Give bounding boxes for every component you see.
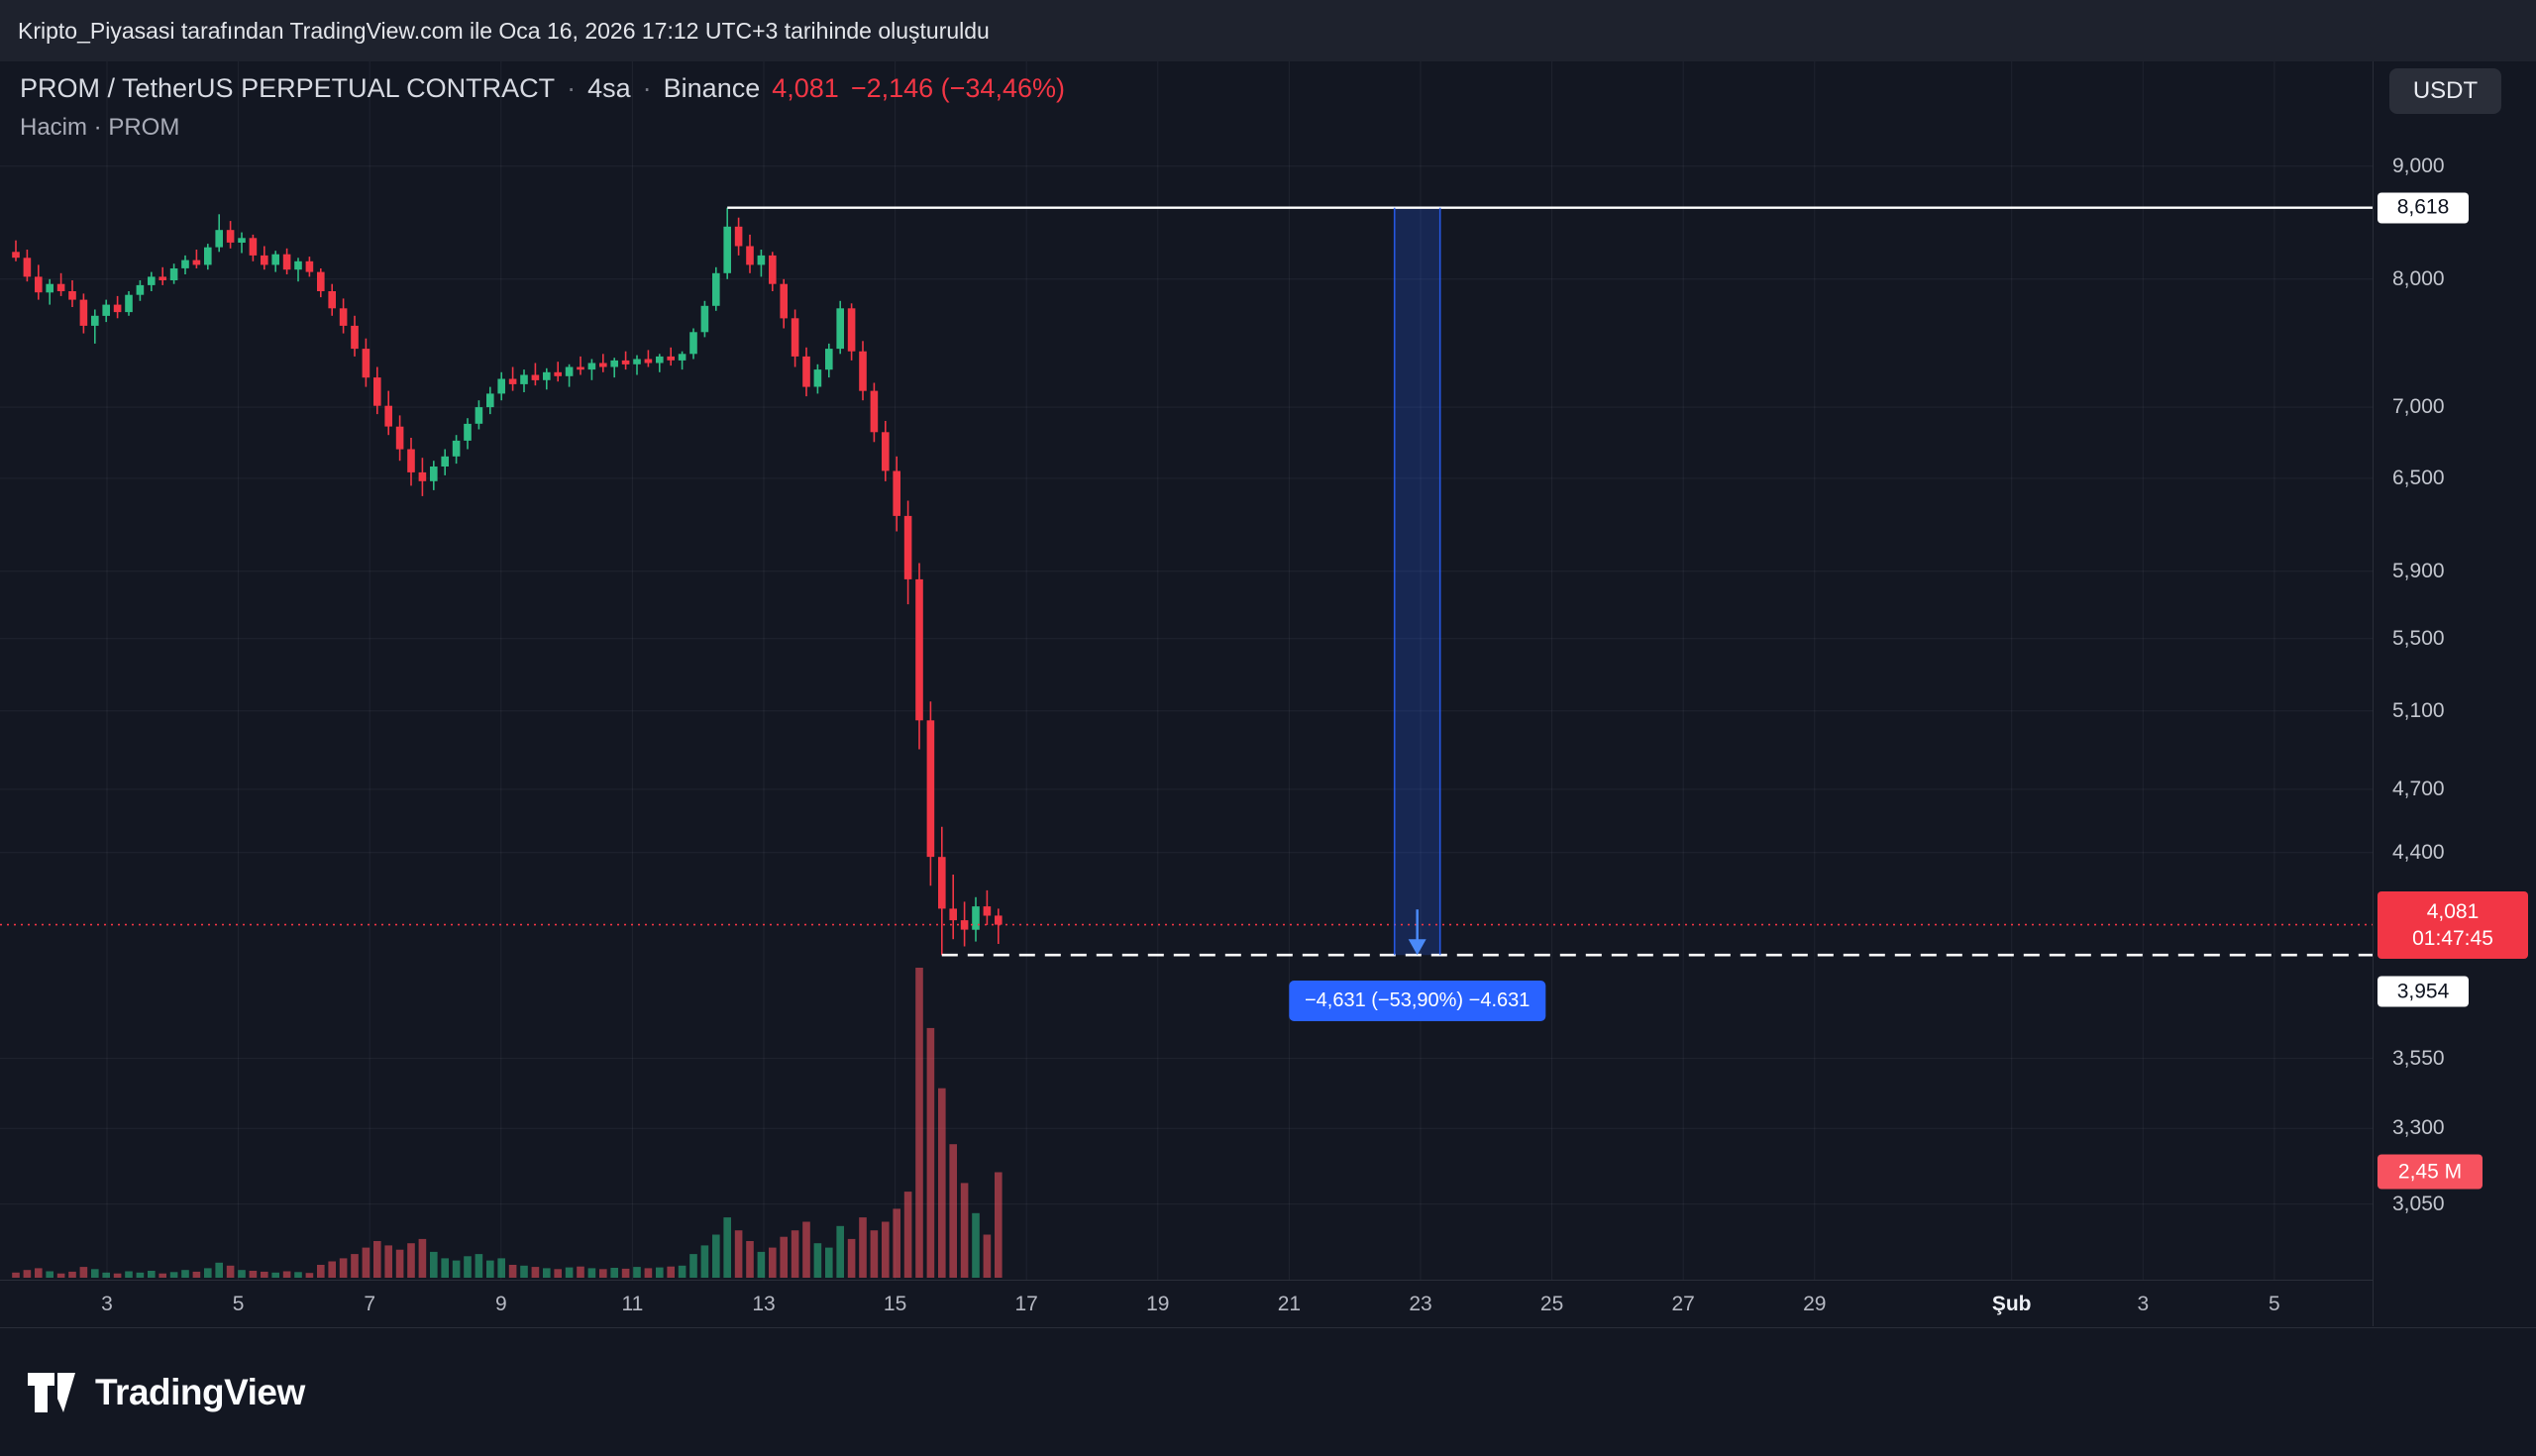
time-axis-label: 3 bbox=[101, 1292, 113, 1315]
measure-tool-text: −4,631 (−53,90%) −4.631 bbox=[1304, 989, 1531, 1012]
currency-toggle-button[interactable]: USDT bbox=[2389, 68, 2501, 114]
price-axis-label: 7,000 bbox=[2392, 395, 2445, 419]
volume-value-text: 2,45 M bbox=[2397, 1160, 2463, 1183]
low-price-text: 3,954 bbox=[2396, 980, 2450, 1003]
attribution-text: Kripto_Piyasasi tarafından TradingView.c… bbox=[18, 17, 990, 44]
interval-label[interactable]: 4sa bbox=[587, 73, 631, 103]
time-axis-label: 15 bbox=[883, 1292, 907, 1315]
time-axis-label: 5 bbox=[2269, 1292, 2280, 1315]
last-price-text: 4,081 bbox=[2426, 899, 2480, 923]
exchange-label[interactable]: Binance bbox=[663, 73, 761, 103]
symbol-title[interactable]: PROM / TetherUS PERPETUAL CONTRACT bbox=[20, 73, 556, 103]
time-axis-label: 17 bbox=[1014, 1292, 1038, 1315]
volume-legend[interactable]: Hacim · PROM bbox=[20, 114, 180, 141]
price-axis-label: 5,900 bbox=[2392, 559, 2445, 582]
tradingview-wordmark[interactable]: TradingView bbox=[95, 1371, 305, 1412]
measure-tool-label[interactable]: −4,631 (−53,90%) −4.631 bbox=[1288, 981, 1546, 1022]
last-price-value: 4,081 bbox=[772, 73, 839, 103]
volume-value-badge: 2,45 M bbox=[2378, 1154, 2483, 1190]
price-axis-label: 4,400 bbox=[2392, 840, 2445, 864]
high-price-badge: 8,618 bbox=[2378, 192, 2469, 224]
legend-separator: · bbox=[567, 73, 577, 103]
time-axis-label: 23 bbox=[1409, 1292, 1432, 1315]
time-axis-label: 21 bbox=[1277, 1292, 1302, 1315]
time-axis-label: 19 bbox=[1146, 1292, 1170, 1315]
low-price-badge: 3,954 bbox=[2378, 976, 2469, 1007]
time-axis-label: 13 bbox=[752, 1292, 776, 1315]
time-axis-label: Şub bbox=[1991, 1292, 2032, 1315]
attribution-bar: Kripto_Piyasasi tarafından TradingView.c… bbox=[0, 0, 2536, 61]
price-axis-label: 6,500 bbox=[2392, 466, 2445, 489]
time-axis-label: 29 bbox=[1803, 1292, 1827, 1315]
time-axis[interactable]: 3 5 7 9 11 13 15 17 19 21 23 25 27 29 Şub 3 5 bbox=[0, 1280, 2374, 1327]
time-axis-label: 9 bbox=[494, 1292, 507, 1315]
time-axis-label: 27 bbox=[1671, 1292, 1695, 1315]
price-axis-label: 3,050 bbox=[2392, 1192, 2445, 1215]
time-axis-label: 25 bbox=[1539, 1292, 1564, 1315]
time-axis-label: 3 bbox=[2137, 1292, 2150, 1315]
price-axis-label: 8,000 bbox=[2392, 266, 2445, 290]
chart-legend: PROM / TetherUS PERPETUAL CONTRACT · 4sa… bbox=[20, 73, 1065, 142]
footer: TradingView bbox=[0, 1328, 2536, 1456]
price-axis-label: 4,700 bbox=[2392, 777, 2445, 800]
price-axis-label: 3,550 bbox=[2392, 1046, 2445, 1070]
legend-row-volume: Hacim · PROM bbox=[20, 114, 1065, 142]
high-price-text: 8,618 bbox=[2396, 195, 2450, 219]
time-axis-label: 5 bbox=[232, 1292, 245, 1315]
time-axis-label: 11 bbox=[621, 1292, 644, 1315]
last-price-badge: 4,081 01:47:45 bbox=[2378, 890, 2528, 959]
price-axis-label: 3,300 bbox=[2392, 1116, 2445, 1140]
legend-separator: · bbox=[642, 73, 652, 103]
chart-plot[interactable] bbox=[0, 61, 2536, 1280]
price-axis[interactable]: 9,000 8,000 7,000 6,500 5,900 5,500 5,100 4,700… bbox=[2373, 61, 2536, 1326]
chart-area[interactable]: PROM / TetherUS PERPETUAL CONTRACT · 4sa… bbox=[0, 61, 2536, 1328]
price-axis-label: 5,100 bbox=[2392, 698, 2445, 722]
price-change-value: −2,146 (−34,46%) bbox=[850, 73, 1065, 103]
tradingview-logo-icon[interactable] bbox=[28, 1372, 79, 1412]
price-axis-label: 9,000 bbox=[2392, 154, 2445, 177]
legend-row-symbol: PROM / TetherUS PERPETUAL CONTRACT · 4sa… bbox=[20, 73, 1065, 104]
price-axis-label: 5,500 bbox=[2392, 626, 2445, 650]
bar-countdown: 01:47:45 bbox=[2412, 926, 2493, 950]
time-axis-label: 7 bbox=[364, 1292, 376, 1315]
